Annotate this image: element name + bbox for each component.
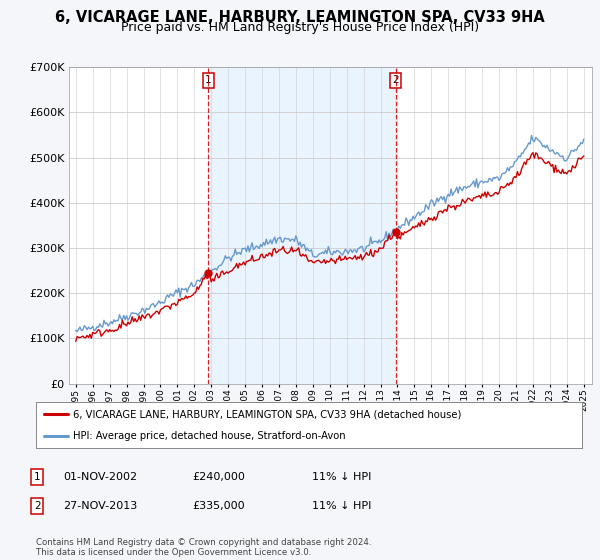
Text: £335,000: £335,000 (192, 501, 245, 511)
Text: 6, VICARAGE LANE, HARBURY, LEAMINGTON SPA, CV33 9HA (detached house): 6, VICARAGE LANE, HARBURY, LEAMINGTON SP… (73, 409, 461, 419)
Text: 11% ↓ HPI: 11% ↓ HPI (312, 501, 371, 511)
Text: 6, VICARAGE LANE, HARBURY, LEAMINGTON SPA, CV33 9HA: 6, VICARAGE LANE, HARBURY, LEAMINGTON SP… (55, 10, 545, 25)
Text: 1: 1 (205, 76, 212, 85)
Text: Contains HM Land Registry data © Crown copyright and database right 2024.
This d: Contains HM Land Registry data © Crown c… (36, 538, 371, 557)
Text: £240,000: £240,000 (192, 472, 245, 482)
Text: 2: 2 (34, 501, 41, 511)
Text: HPI: Average price, detached house, Stratford-on-Avon: HPI: Average price, detached house, Stra… (73, 431, 346, 441)
Text: 11% ↓ HPI: 11% ↓ HPI (312, 472, 371, 482)
Text: 27-NOV-2013: 27-NOV-2013 (63, 501, 137, 511)
Text: 2: 2 (392, 76, 399, 85)
Text: 1: 1 (34, 472, 41, 482)
Text: 01-NOV-2002: 01-NOV-2002 (63, 472, 137, 482)
Text: Price paid vs. HM Land Registry's House Price Index (HPI): Price paid vs. HM Land Registry's House … (121, 21, 479, 34)
Bar (208, 67, 396, 384)
